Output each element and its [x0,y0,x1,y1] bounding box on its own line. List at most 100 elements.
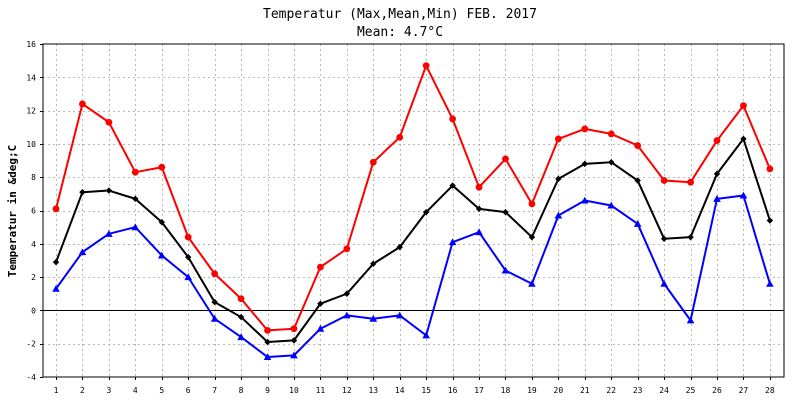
x-tick-label: 8 [239,386,244,395]
data-point-min [369,314,378,322]
data-point-min [448,238,457,246]
data-point-mean [475,205,483,213]
data-point-mean [740,135,747,143]
data-point-max [422,62,430,70]
y-tick-label: 8 [31,173,36,182]
data-point-min [237,333,245,341]
data-point-min [78,248,87,256]
data-point-mean [237,313,245,321]
data-point-min [131,223,140,231]
data-point-mean [422,208,430,216]
y-tick-label: 14 [26,73,36,82]
x-tick-label: 23 [633,386,643,395]
x-tick-label: 21 [580,386,590,395]
y-tick-label: -2 [26,340,36,349]
data-point-min [766,279,774,287]
chart-subtitle: Mean: 4.7°C [357,25,443,40]
data-point-mean [581,160,588,168]
x-tick-label: 27 [739,386,749,395]
data-point-max [105,118,113,126]
plot-frame [42,43,785,378]
data-point-max [528,200,536,208]
y-tick-label: 10 [26,140,36,149]
data-point-min [290,351,298,359]
data-point-min [52,284,60,292]
data-point-mean [634,177,641,184]
data-point-min [607,201,616,209]
data-point-min [501,266,510,274]
data-point-min [422,331,430,339]
data-point-max [607,130,615,138]
data-point-mean [502,208,509,216]
data-point-mean [687,233,694,241]
series-line-min [55,194,771,359]
data-point-max [634,142,642,149]
data-point-mean [713,170,721,178]
x-tick-label: 25 [686,386,696,395]
data-point-mean [317,300,324,307]
data-point-min [528,279,536,287]
series-line-mean [55,137,771,344]
axis-layer [40,43,785,380]
y-tick-label: 16 [26,40,36,49]
data-point-max [581,125,589,133]
x-tick-label: 17 [474,386,484,395]
data-point-min [660,279,668,287]
x-tick-label: 15 [421,386,431,395]
data-point-max [158,163,166,171]
x-tick-label: 19 [527,386,537,395]
series-line-max [55,64,771,332]
data-point-max [264,326,271,334]
y-tick-label: 4 [31,240,36,249]
data-point-mean [132,195,139,203]
data-point-mean [660,235,668,243]
data-point-mean [185,253,192,261]
x-tick-label: 10 [289,386,299,395]
data-point-max [396,133,404,141]
x-tick-label: 11 [316,386,326,395]
data-point-max [211,270,219,278]
x-tick-label: 13 [368,386,378,395]
x-tick-label: 22 [606,386,616,395]
data-point-min [316,324,325,332]
data-point-mean [264,338,271,346]
data-point-max [475,183,483,191]
data-point-max [740,102,747,110]
x-tick-label: 24 [659,386,669,395]
data-point-max [290,325,298,333]
data-point-min [210,314,219,322]
data-point-mean [290,337,298,344]
data-point-mean [370,260,377,267]
y-tick-label: 2 [31,273,36,282]
x-tick-label: 5 [159,386,164,395]
x-tick-label: 26 [712,386,722,395]
data-point-min [395,311,404,319]
data-point-max [184,233,192,241]
y-tick-label: 6 [31,207,36,216]
data-point-min [263,353,272,361]
x-tick-label: 16 [448,386,458,395]
data-point-mean [158,218,165,226]
data-point-min [343,311,351,319]
data-point-mean [79,188,86,196]
data-point-max [131,168,139,176]
x-tick-label: 6 [186,386,191,395]
data-point-max [79,100,86,108]
data-point-mean [528,233,536,241]
data-point-max [687,178,694,186]
x-tick-label: 12 [342,386,352,395]
chart-title: Temperatur (Max,Mean,Min) FEB. 2017 [263,7,537,22]
x-tick-label: 4 [133,386,138,395]
data-point-mean [343,290,351,297]
x-tick-label: 20 [554,386,564,395]
data-point-mean [766,217,774,224]
x-tick-label: 18 [501,386,511,395]
data-point-max [317,263,324,271]
x-tick-label: 28 [765,386,775,395]
x-tick-label: 7 [212,386,217,395]
data-point-min [105,230,113,237]
data-point-min [157,251,166,259]
data-point-min [739,191,748,199]
data-point-max [343,245,351,253]
data-point-mean [608,159,615,166]
